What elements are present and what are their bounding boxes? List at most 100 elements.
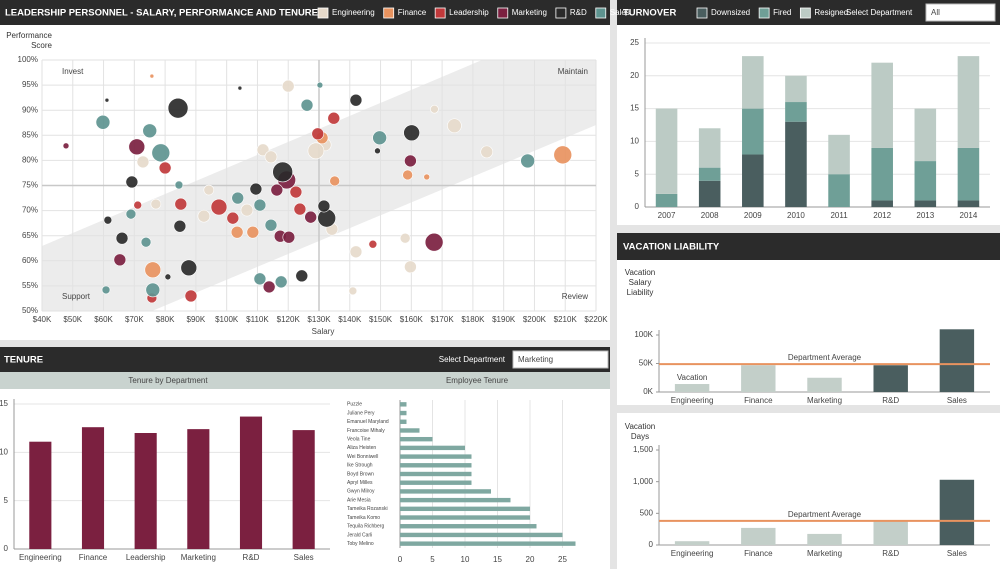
y-tick-label: 10 [0,447,9,456]
bubble [349,93,363,107]
bar [400,445,465,451]
y-tick-label: Tameika Komo [347,515,380,521]
bar [400,463,472,468]
bar-segment [655,108,678,194]
bar [400,506,530,512]
legend-label: R&D [570,8,587,17]
y-tick-label: 60% [22,256,38,265]
dropdown[interactable] [512,350,609,369]
legend-swatch [799,7,811,19]
bubble [307,142,325,160]
bubble [237,85,243,91]
bubble [264,150,278,164]
dropdown-value[interactable]: Marketing [518,355,553,364]
bar-segment [871,62,893,148]
bubble [180,259,198,277]
x-tick-label: 2010 [787,211,805,220]
x-tick-label: $140K [338,315,362,324]
chart-title: Employee Tenure [446,376,509,385]
bubble [95,114,111,130]
bubble [368,239,378,249]
x-tick-label: $60K [94,315,113,324]
y-tick-label: 90% [22,105,38,114]
bar [400,428,420,433]
x-tick-label: 2007 [658,211,676,220]
legend-label: Resigned [814,8,848,17]
x-tick-label: $120K [277,315,301,324]
bar [400,410,407,416]
bubble [447,118,462,134]
bubble [253,198,267,212]
bubble [317,199,331,213]
y-tick-label: 1,500 [633,445,654,454]
x-tick-label: $130K [307,315,331,324]
y-tick-label: 65% [22,231,38,240]
bubble [173,219,187,233]
y-tick-label: 100% [18,55,38,64]
bubble [125,175,139,189]
bar [807,377,842,392]
header-bar [617,233,1000,260]
legend-swatch [434,7,446,19]
x-tick-label: Sales [947,549,967,558]
y-tick-label: 20 [630,71,639,80]
bubble [289,185,303,199]
bar [187,429,210,549]
y-tick-label: 0 [635,202,640,211]
x-tick-label: $150K [369,315,393,324]
x-tick-label: $100K [215,315,239,324]
bubble [270,183,284,197]
x-tick-label: $50K [63,315,82,324]
bubble [300,98,314,112]
x-tick-label: Marketing [807,549,842,558]
y-axis-title: Vacation Days [624,422,656,441]
x-tick-label: $220K [584,315,608,324]
bubble [264,218,278,232]
bubble [210,198,228,216]
chart-title: Tenure by Department [128,376,208,385]
bubble [295,269,309,283]
bubble [104,97,110,103]
x-tick-label: 20 [526,555,535,564]
y-tick-label: 50K [639,359,654,368]
header-bar [0,0,610,25]
x-tick-label: $190K [492,315,516,324]
bar [400,489,491,494]
quadrant-label: Support [62,292,91,301]
bubble [404,260,417,274]
legend-swatch [317,7,329,19]
bubble [149,73,155,79]
bubble [62,142,70,150]
y-tick-label: Puzzle [347,402,362,408]
x-tick-label: $160K [400,315,424,324]
bubble [226,211,240,225]
y-tick-label: Emanuel Maryland [347,419,389,425]
x-tick-label: 2009 [744,211,762,220]
header-bar [0,347,610,372]
y-tick-label: Tameika Rozanski [347,506,388,512]
bubble [282,230,296,244]
x-tick-label: R&D [882,549,899,558]
x-tick-label: Sales [294,553,314,562]
dropdown-value[interactable]: All [931,8,940,17]
legend-label: Downsized [711,8,750,17]
x-tick-label: Finance [744,396,773,405]
y-tick-label: Toby Melino [347,541,374,547]
bar-segment [828,174,850,207]
bubble [101,285,111,295]
bar [400,402,407,407]
y-tick-label: 5 [635,169,640,178]
bubble [136,155,150,169]
y-tick-label: 5 [4,496,9,505]
bar [400,532,563,538]
bubble [293,202,307,216]
y-tick-label: 25 [630,38,639,47]
bubble [144,261,162,279]
x-tick-label: $210K [554,315,578,324]
bar [807,533,842,545]
bubble [374,147,381,155]
x-tick-label: Sales [947,396,967,405]
bubble [348,286,358,296]
dropdown[interactable] [925,3,996,22]
